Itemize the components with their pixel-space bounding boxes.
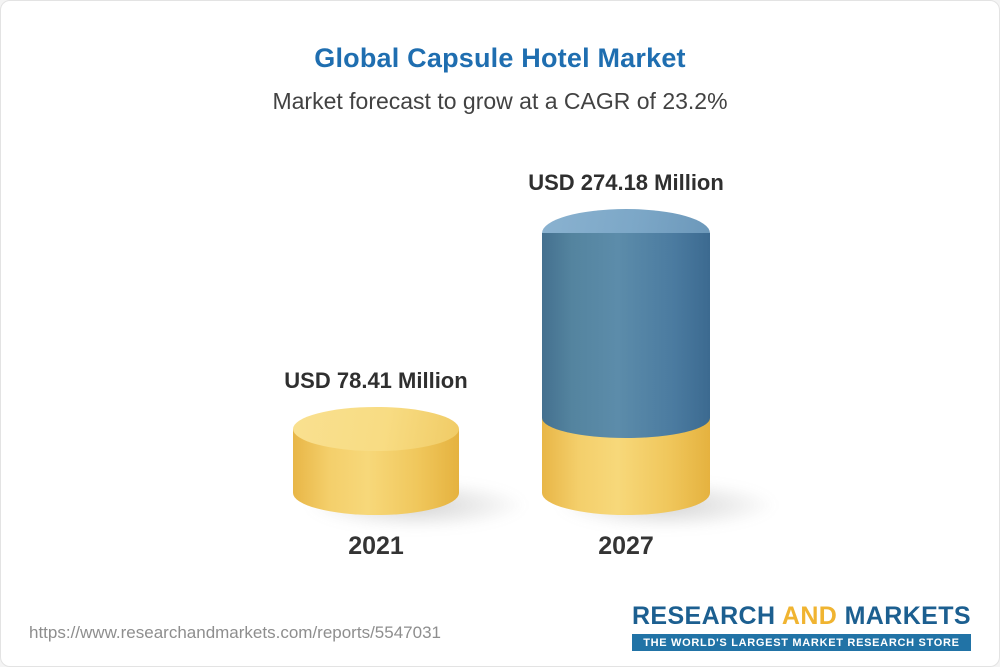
page-subtitle: Market forecast to grow at a CAGR of 23.…	[272, 88, 728, 114]
logo-word-markets: MARKETS	[837, 602, 971, 630]
research-and-markets-logo: RESEARCH AND MARKETS THE WORLD'S LARGEST…	[631, 602, 971, 651]
logo-word-research: RESEARCH	[631, 602, 782, 630]
category-label-2027: 2027	[598, 532, 654, 560]
bar-2027-cylinder	[542, 209, 710, 515]
value-label-2027: USD 274.18 Million	[528, 170, 724, 195]
logo-wordmark: RESEARCH AND MARKETS	[632, 602, 971, 631]
bar-2021-top-ellipse	[293, 407, 459, 451]
report-url: https://www.researchandmarkets.com/repor…	[29, 623, 441, 642]
category-label-2021: 2021	[348, 532, 404, 560]
page-title: Global Capsule Hotel Market	[314, 43, 686, 73]
bar-2027-blue-segment	[542, 233, 710, 438]
logo-tagline: THE WORLD'S LARGEST MARKET RESEARCH STOR…	[631, 634, 971, 651]
bar-2021-cylinder	[293, 407, 459, 515]
logo-word-and: AND	[781, 602, 838, 630]
value-label-2021: USD 78.41 Million	[284, 368, 468, 393]
